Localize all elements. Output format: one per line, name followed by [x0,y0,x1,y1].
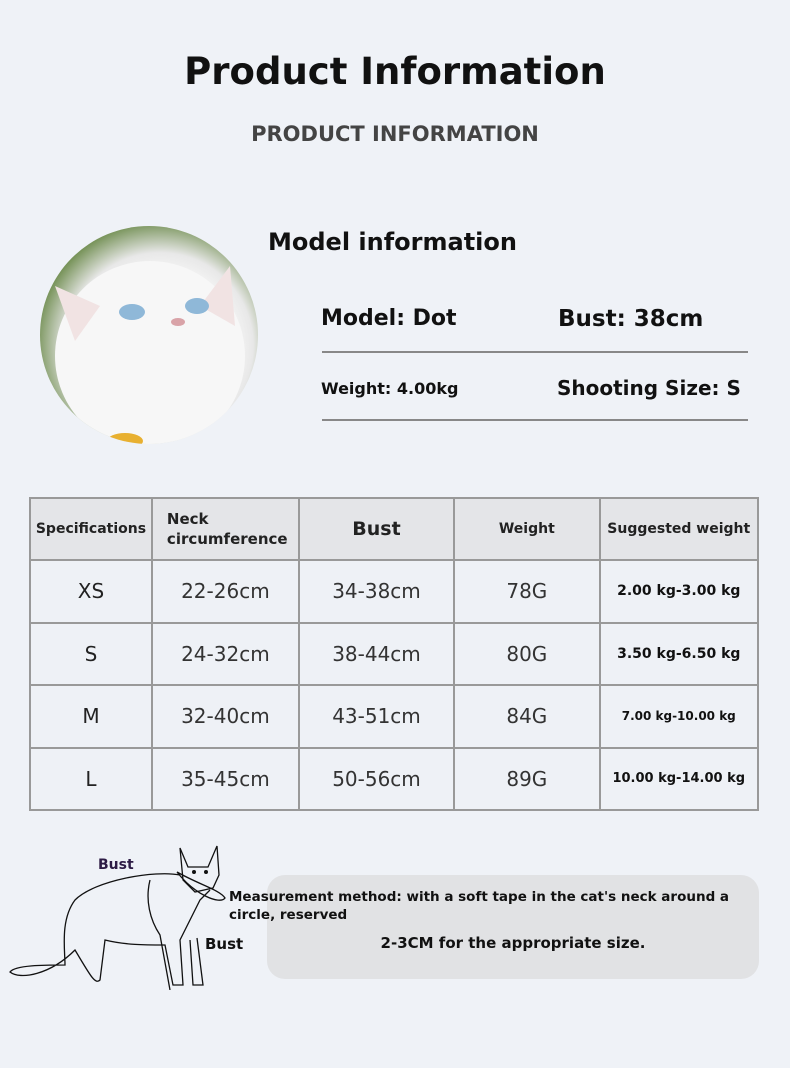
cell-suggested-weight: 3.50 kg-6.50 kg [598,621,759,686]
header-weight: Weight [453,497,601,561]
cell-weight: 84G [453,684,601,749]
cell-suggested-weight: 10.00 kg-14.00 kg [598,746,759,811]
divider [322,419,748,421]
cell-weight: 80G [453,621,601,686]
table-header-row: Specifications Neck circumference Bust W… [29,497,759,561]
bust-label-bottom: Bust [205,935,244,953]
cell-size: M [29,684,153,749]
header-specifications: Specifications [29,497,153,561]
cell-bust: 50-56cm [297,746,456,811]
model-bust: Bust: 38cm [558,306,704,332]
cat-outline-diagram [9,845,226,990]
measurement-allowance-text: 2-3CM for the appropriate size. [380,934,646,952]
bust-label-top: Bust [98,857,134,873]
cell-size: L [29,746,153,811]
cell-neck: 24-32cm [150,621,300,686]
measurement-note-box [267,875,759,979]
model-info-heading: Model information [268,228,517,256]
model-name: Model: Dot [321,306,457,331]
header-bust: Bust [297,497,456,561]
size-table: Specifications Neck circumference Bust W… [29,497,759,811]
cell-suggested-weight: 7.00 kg-10.00 kg [598,684,759,749]
table-row: XS 22-26cm 34-38cm 78G 2.00 kg-3.00 kg [29,559,759,624]
cell-bust: 34-38cm [297,559,456,624]
page-title: Product Information [184,50,606,93]
cell-size: XS [29,559,153,624]
cell-weight: 78G [453,559,601,624]
cell-neck: 22-26cm [150,559,300,624]
model-cat-photo [40,226,258,444]
model-shooting-size: Shooting Size: S [557,376,741,400]
table-row: L 35-45cm 50-56cm 89G 10.00 kg-14.00 kg [29,746,759,811]
cell-bust: 38-44cm [297,621,456,686]
cell-suggested-weight: 2.00 kg-3.00 kg [598,559,759,624]
measurement-method-text: Measurement method: with a soft tape in … [229,889,730,923]
cell-neck: 35-45cm [150,746,300,811]
table-row: M 32-40cm 43-51cm 84G 7.00 kg-10.00 kg [29,684,759,749]
page-subtitle: PRODUCT INFORMATION [251,122,539,146]
cell-neck: 32-40cm [150,684,300,749]
divider [322,351,748,353]
header-neck: Neck circumference [150,497,300,561]
cell-bust: 43-51cm [297,684,456,749]
table-row: S 24-32cm 38-44cm 80G 3.50 kg-6.50 kg [29,621,759,686]
model-weight: Weight: 4.00kg [321,379,459,398]
header-suggested-weight: Suggested weight [598,497,759,561]
cell-weight: 89G [453,746,601,811]
cell-size: S [29,621,153,686]
